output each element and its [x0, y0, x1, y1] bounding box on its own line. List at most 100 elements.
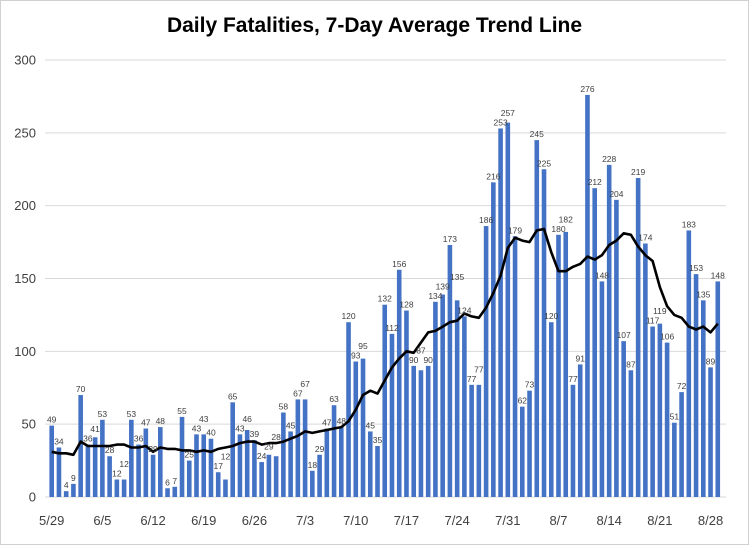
bar [150, 454, 156, 497]
bar [454, 300, 460, 497]
data-label: 93 [351, 351, 361, 361]
bar [469, 384, 474, 497]
x-tick-label: 8/21 [647, 513, 672, 528]
bar [483, 226, 489, 497]
bar [664, 342, 670, 497]
x-tick-label: 7/17 [394, 513, 419, 528]
y-tick-label: 50 [22, 417, 36, 432]
bar [353, 361, 359, 497]
data-label: 12 [119, 459, 129, 469]
bar [302, 399, 308, 497]
bar [179, 416, 185, 497]
data-label: 51 [670, 412, 680, 422]
bar [186, 460, 192, 497]
bar [56, 447, 62, 497]
data-label: 257 [501, 108, 515, 118]
bar [310, 470, 315, 497]
bar [396, 269, 402, 497]
data-label: 39 [250, 429, 260, 439]
data-label: 106 [660, 332, 674, 342]
y-tick-label: 150 [14, 271, 36, 286]
bar [215, 472, 221, 497]
bar [556, 234, 561, 498]
bar [114, 479, 120, 497]
bar [129, 419, 134, 497]
bar [599, 281, 605, 497]
data-label: 36 [134, 434, 144, 444]
x-tick-label: 7/31 [495, 513, 520, 528]
data-label: 53 [98, 409, 108, 419]
data-label: 55 [177, 406, 187, 416]
bar [498, 128, 503, 498]
bar [404, 310, 409, 497]
bar [288, 431, 293, 497]
bar [324, 428, 330, 497]
bar [92, 437, 98, 497]
bar [331, 405, 337, 497]
bar [375, 446, 380, 497]
bar [621, 341, 626, 497]
data-label: 72 [677, 381, 687, 391]
data-label: 173 [443, 234, 457, 244]
data-label: 148 [711, 270, 725, 280]
data-label: 29 [148, 444, 158, 454]
data-label: 47 [322, 418, 332, 428]
bar [715, 281, 721, 497]
data-label: 58 [279, 402, 289, 412]
bars [49, 94, 721, 498]
bar [548, 322, 554, 497]
data-label: 119 [653, 306, 667, 316]
bar [577, 364, 583, 497]
data-label: 53 [127, 409, 137, 419]
bar [614, 199, 619, 497]
data-label: 45 [286, 420, 296, 430]
data-label: 7 [172, 476, 177, 486]
x-tick-label: 6/19 [191, 513, 216, 528]
bar [85, 444, 91, 497]
data-label: 28 [105, 445, 115, 455]
data-label: 87 [626, 359, 636, 369]
bar [534, 140, 540, 497]
data-label: 47 [141, 418, 151, 428]
bar [63, 491, 69, 497]
bar [367, 431, 373, 497]
data-label: 117 [646, 316, 660, 326]
data-label: 95 [358, 341, 368, 351]
data-label: 156 [392, 259, 406, 269]
data-label: 186 [479, 215, 493, 225]
bar [635, 177, 641, 498]
bar [541, 169, 547, 497]
data-label: 174 [638, 233, 652, 243]
bar [143, 428, 149, 497]
data-label: 34 [54, 436, 64, 446]
bar [643, 243, 648, 497]
bar [476, 384, 482, 497]
x-tick-label: 6/12 [140, 513, 165, 528]
bar [107, 456, 112, 497]
y-tick-label: 200 [14, 198, 36, 213]
data-label: 9 [71, 473, 76, 483]
bar [194, 434, 199, 497]
bar [686, 230, 692, 497]
data-label: 45 [366, 420, 376, 430]
bar [100, 419, 105, 497]
data-label: 67 [293, 388, 303, 398]
data-label: 29 [315, 444, 325, 454]
data-label: 70 [76, 384, 86, 394]
bar [252, 440, 257, 497]
bar [172, 486, 178, 497]
data-label: 65 [228, 391, 238, 401]
bar [346, 322, 351, 497]
data-label: 179 [508, 225, 522, 235]
bar [281, 412, 286, 497]
x-axis-ticks: 5/29 6/5 6/12 6/19 6/26 7/3 7/10 7/17 7/24 7/31 8/… [39, 513, 723, 528]
data-label: 17 [213, 461, 223, 471]
data-label: 24 [257, 451, 267, 461]
data-label: 120 [341, 311, 355, 321]
data-label: 182 [559, 214, 573, 224]
data-label: 153 [689, 263, 703, 273]
bar [650, 326, 655, 497]
x-tick-label: 5/29 [39, 513, 64, 528]
data-label: 28 [271, 432, 281, 442]
y-tick-label: 250 [14, 125, 36, 140]
